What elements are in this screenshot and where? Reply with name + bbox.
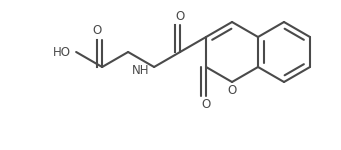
Text: O: O: [176, 9, 185, 22]
Text: NH: NH: [132, 63, 149, 76]
Text: O: O: [227, 84, 237, 96]
Text: O: O: [202, 98, 211, 111]
Text: HO: HO: [53, 45, 71, 58]
Text: O: O: [92, 24, 102, 38]
